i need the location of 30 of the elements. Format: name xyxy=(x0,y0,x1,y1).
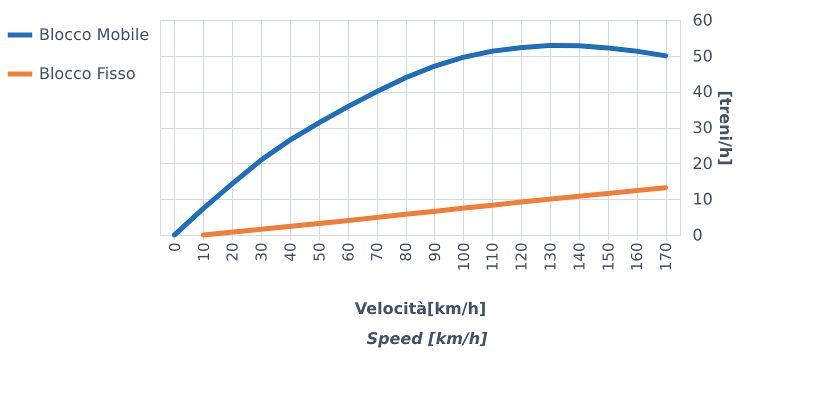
x-tick-label: 40 xyxy=(282,242,300,262)
x-tick-label: 20 xyxy=(224,242,242,262)
y2-tick-label: 20 xyxy=(692,154,713,173)
x-tick-label: 0 xyxy=(166,242,184,252)
x-tick-label: 150 xyxy=(599,242,618,272)
text: Speed [km/h] xyxy=(366,329,488,348)
x-axis-title: Velocità[km/h] xyxy=(354,299,486,318)
x-tick-label: 100 xyxy=(454,242,473,272)
x-tick-label: 120 xyxy=(512,242,531,272)
x-tick-label: 110 xyxy=(484,242,502,272)
x-tick-label: 30 xyxy=(252,242,271,262)
legend-label: Blocco Mobile xyxy=(39,25,150,44)
x-tick-label: 10 xyxy=(194,242,213,262)
y2-tick-label: 0 xyxy=(692,226,703,244)
y2-tick-label: 40 xyxy=(692,82,713,102)
x-tick-label: 130 xyxy=(542,242,560,272)
y2-axis-title: [treni/h] xyxy=(716,90,735,166)
x-tick-label: 140 xyxy=(570,242,588,272)
y2-tick-label: 30 xyxy=(692,118,713,137)
x-tick-label: 80 xyxy=(397,242,416,262)
x-tick-label: 160 xyxy=(628,242,646,272)
y2-tick-label: 50 xyxy=(692,46,713,66)
y2-tick-label: 60 xyxy=(692,10,713,30)
y2-tick-label: 10 xyxy=(692,190,713,209)
x-tick-label: 60 xyxy=(339,242,358,262)
legend-label: Blocco Fisso xyxy=(39,64,136,83)
x-tick-label: 90 xyxy=(426,242,444,262)
x-tick-label: 70 xyxy=(368,242,386,262)
x-tick-label: 170 xyxy=(657,242,676,272)
x-tick-label: 50 xyxy=(310,242,328,262)
